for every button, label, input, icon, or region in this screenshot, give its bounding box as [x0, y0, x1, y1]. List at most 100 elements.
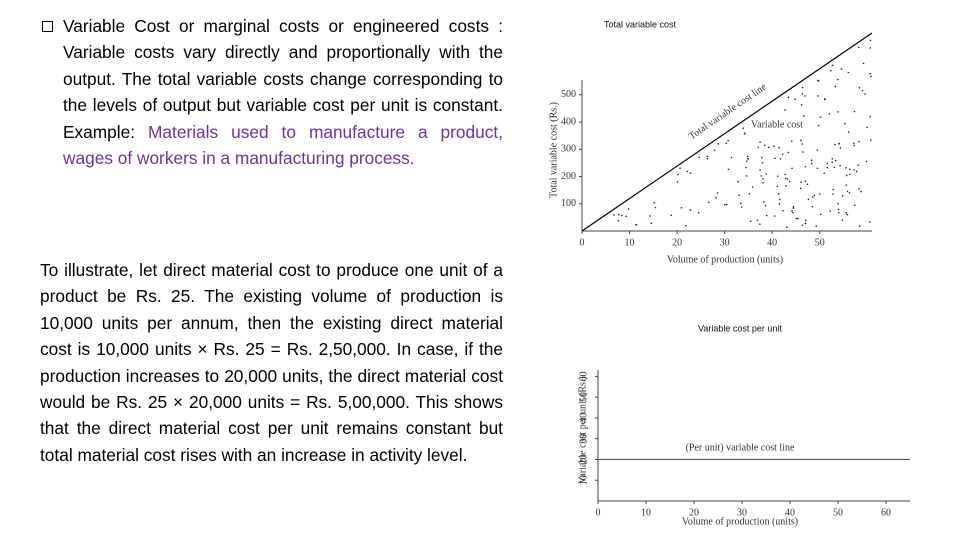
shade-dot [757, 146, 760, 149]
shade-dot [801, 86, 804, 89]
shade-dot [853, 110, 856, 113]
shade-dot [792, 211, 794, 214]
shade-dot [844, 122, 846, 125]
shade-dot [839, 147, 842, 149]
x-tick-label: 30 [737, 507, 747, 518]
x-tick-label: 50 [815, 237, 825, 248]
shade-dot [847, 71, 850, 74]
y-tick-label: 100 [561, 198, 576, 209]
shade-dot [831, 64, 834, 67]
shade-dot [864, 93, 866, 95]
shade-dot [857, 164, 860, 166]
shade-dot [635, 224, 637, 226]
shade-dot [613, 214, 615, 216]
shade-dot [837, 78, 839, 81]
shade-dot [707, 201, 710, 204]
shade-dot [618, 213, 620, 216]
x-tick-label: 60 [881, 507, 891, 518]
shade-dot [804, 166, 807, 168]
shade-dot [804, 180, 807, 182]
shade-dot [745, 175, 748, 177]
y-tick-label: 200 [561, 171, 576, 182]
shade-dot [716, 192, 719, 194]
shade-dot [727, 168, 730, 171]
shade-dot [764, 204, 767, 207]
shade-dot [784, 173, 787, 176]
shade-dot [869, 72, 871, 75]
shade-dot [832, 188, 835, 191]
y-tick-label: 20 [578, 454, 589, 464]
shade-dot [865, 160, 868, 163]
shade-dot [778, 198, 781, 201]
shade-dot [725, 142, 728, 145]
shade-dot [840, 68, 843, 70]
x-tick-label: 10 [625, 237, 635, 248]
shade-dot [744, 132, 746, 135]
shade-dot [784, 109, 786, 111]
shade-dot [746, 155, 749, 158]
bullet-example: Materials used to manufacture a product,… [63, 121, 503, 169]
y-axis-label: Total variable cost (Rs.) [548, 102, 559, 198]
shade-dot [819, 116, 822, 118]
shade-dot [870, 75, 872, 78]
shade-dot [806, 183, 809, 186]
shade-dot [861, 89, 864, 92]
shade-dot [680, 206, 683, 209]
shade-dot [760, 175, 763, 177]
shade-dot [791, 210, 793, 212]
x-tick-label: 0 [580, 237, 585, 248]
x-axis-label: Volume of production (units) [682, 516, 798, 527]
shade-dot [828, 112, 831, 115]
x-tick-label: 10 [641, 507, 651, 518]
shade-dot [830, 69, 832, 72]
bullet-text: Variable Cost or marginal costs or engin… [63, 13, 503, 171]
shade-dot [679, 167, 681, 170]
shade-dot [791, 167, 793, 170]
shade-dot [745, 160, 748, 163]
bullet-lead: Variable Cost or marginal costs or engin… [63, 16, 503, 142]
shade-dot [790, 140, 793, 143]
shade-dot [761, 156, 763, 159]
shade-dot [654, 206, 657, 209]
shade-dot [831, 157, 834, 160]
shade-dot [858, 140, 860, 143]
chart-title: Total variable cost [604, 19, 677, 29]
shade-dot [811, 205, 814, 208]
shade-dot [784, 177, 787, 180]
shade-dot [801, 224, 804, 226]
shade-dot [857, 46, 860, 49]
shade-dot [817, 124, 820, 127]
shade-dot [786, 178, 789, 180]
shade-dot [841, 194, 844, 197]
shade-dot [740, 202, 742, 205]
annotation: (Per unit) variable cost line [686, 442, 795, 453]
shade-dot [837, 202, 839, 205]
shade-dot [811, 196, 814, 198]
shade-dot [816, 149, 819, 151]
shade-dot [826, 162, 828, 165]
shade-dot [819, 213, 822, 216]
shade-dot [846, 213, 849, 216]
shade-dot [866, 126, 868, 129]
shade-dot [803, 115, 805, 117]
shade-dot [774, 157, 776, 160]
shade-dot [858, 87, 861, 89]
shade-dot [792, 206, 795, 208]
shade-dot [717, 142, 720, 145]
shade-dot [787, 151, 790, 154]
shade-dot [617, 220, 620, 222]
shade-dot [858, 225, 861, 227]
y-tick-label: 30 [578, 434, 589, 444]
shade-dot [858, 188, 860, 190]
shade-dot [833, 166, 836, 169]
shade-dot [767, 146, 770, 149]
y-tick-label: 50 [578, 392, 589, 402]
shade-dot [689, 209, 692, 211]
shade-dot [834, 143, 836, 146]
shade-dot [860, 190, 862, 193]
shade-dot [689, 172, 692, 174]
shade-dot [848, 168, 851, 171]
shade-dot [779, 158, 782, 160]
